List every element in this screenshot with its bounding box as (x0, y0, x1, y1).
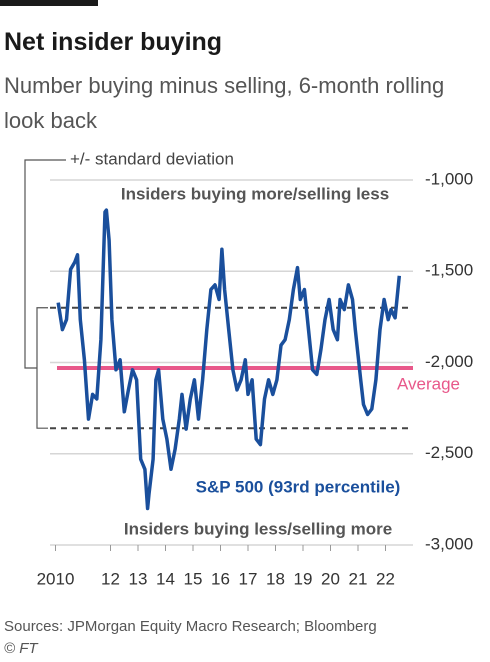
x-tick-label: 12 (101, 569, 120, 588)
top-rule (0, 0, 98, 6)
x-tick-label: 21 (349, 569, 368, 588)
std-label: +/- standard deviation (70, 149, 234, 168)
x-tick-label: 22 (376, 569, 395, 588)
y-tick-label: -3,000 (425, 534, 473, 553)
source-note: Sources: JPMorgan Equity Macro Research;… (4, 618, 377, 635)
chart-subtitle: Number buying minus selling, 6-month rol… (4, 73, 445, 133)
x-tick-label: 13 (129, 569, 148, 588)
x-tick-label: 16 (211, 569, 230, 588)
x-tick-label: 15 (184, 569, 203, 588)
y-tick-label: -2,000 (425, 352, 473, 371)
std-bracket (36, 307, 48, 429)
x-tick-label: 18 (266, 569, 285, 588)
y-tick-label: -1,500 (425, 261, 473, 280)
x-tick-label: 14 (156, 569, 175, 588)
average-label: Average (397, 374, 460, 393)
y-tick-label: -1,000 (425, 169, 473, 188)
series-line (56, 208, 402, 511)
annotation-bottom: Insiders buying less/selling more (124, 519, 392, 538)
x-tick-label: 2010 (37, 569, 75, 588)
chart-title: Net insider buying (4, 28, 223, 56)
x-tick-label: 20 (321, 569, 340, 588)
y-tick-label: -2,500 (425, 443, 473, 462)
x-tick-label: 17 (239, 569, 258, 588)
annotation-top: Insiders buying more/selling less (121, 184, 389, 203)
credit: © FT (4, 640, 38, 657)
std-leader (24, 159, 66, 369)
x-tick-label: 19 (294, 569, 313, 588)
series-label: S&P 500 (93rd percentile) (196, 477, 401, 496)
